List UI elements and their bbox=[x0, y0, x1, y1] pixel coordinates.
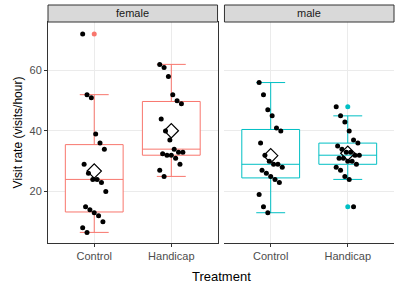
svg-text:male: male bbox=[297, 7, 321, 19]
svg-text:Handicap: Handicap bbox=[325, 250, 371, 262]
svg-text:Handicap: Handicap bbox=[148, 250, 194, 262]
svg-text:Treatment: Treatment bbox=[192, 269, 251, 283]
svg-text:20: 20 bbox=[30, 185, 42, 197]
svg-text:Control: Control bbox=[77, 250, 112, 262]
svg-text:40: 40 bbox=[30, 125, 42, 137]
svg-text:Control: Control bbox=[253, 250, 288, 262]
svg-text:60: 60 bbox=[30, 64, 42, 76]
svg-text:Visit rate (visits/hour): Visit rate (visits/hour) bbox=[11, 77, 25, 189]
svg-text:female: female bbox=[116, 7, 149, 19]
